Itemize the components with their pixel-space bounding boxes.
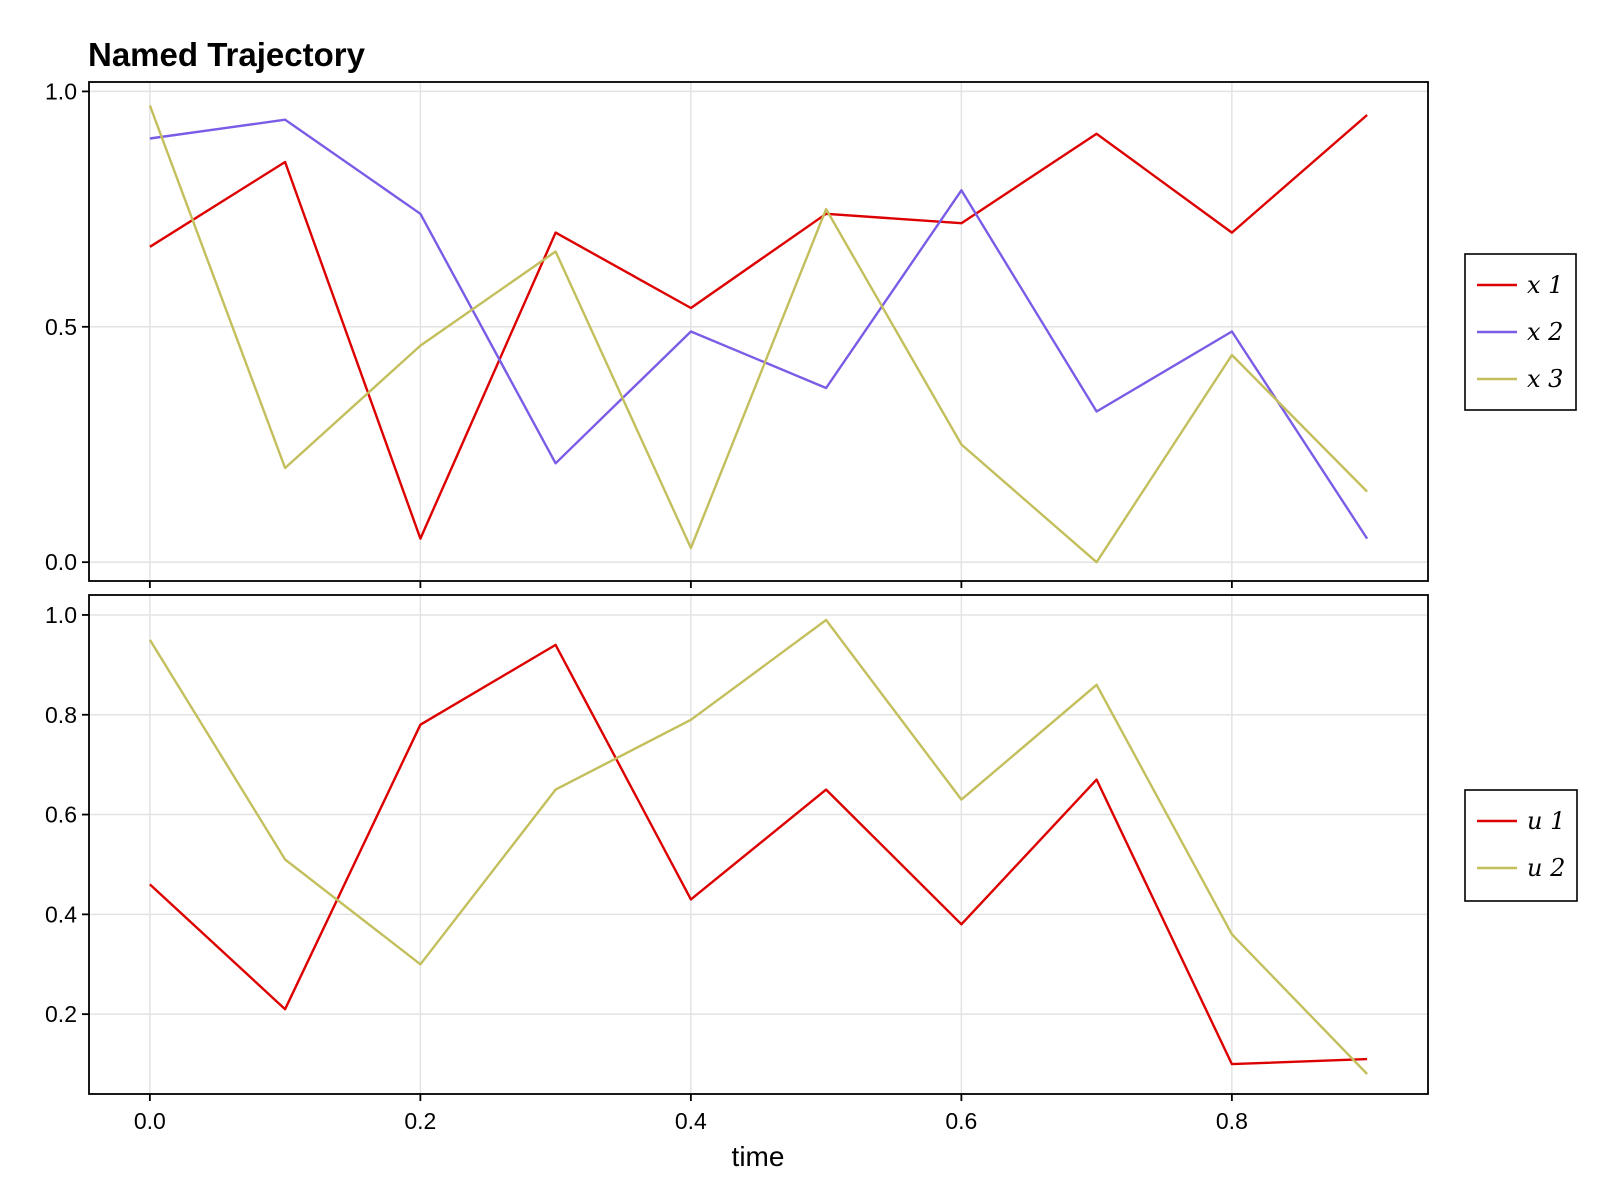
top-panel: 0.0 0.5 1.0 x 1 x 2 x 3 xyxy=(45,78,1577,588)
series-line-x1 xyxy=(149,114,1368,540)
plot-frame xyxy=(88,81,1429,582)
x-tick-label: 0.0 xyxy=(134,1108,166,1134)
x-tick-label: 0.2 xyxy=(404,1108,436,1134)
y-tick-label: 0.0 xyxy=(45,549,77,575)
y-tick-label: 0.2 xyxy=(45,1001,77,1027)
y-tick-label: 0.8 xyxy=(45,702,77,728)
legend-label: u 2 xyxy=(1527,854,1565,882)
legend: x 1 x 2 x 3 xyxy=(1464,253,1577,411)
series-line-x3 xyxy=(148,105,1368,564)
x-tick-label: 0.4 xyxy=(675,1108,707,1134)
legend-label: x 1 xyxy=(1527,271,1563,299)
series-line-x2 xyxy=(149,118,1369,540)
x-tick-label: 0.6 xyxy=(945,1108,977,1134)
legend-label: x 2 xyxy=(1527,318,1563,346)
series-line-u1 xyxy=(149,643,1368,1066)
y-tick-label: 1.0 xyxy=(45,78,77,104)
legend-label: u 1 xyxy=(1527,807,1565,835)
x-tick-label: 0.8 xyxy=(1216,1108,1248,1134)
legend: u 1 u 2 xyxy=(1464,789,1578,902)
x-axis-label: time xyxy=(732,1141,785,1172)
y-tick-label: 1.0 xyxy=(45,602,77,628)
plot-frame xyxy=(88,594,1429,1095)
legend-box xyxy=(1464,789,1578,902)
y-tick-label: 0.4 xyxy=(45,901,77,927)
y-tick-label: 0.5 xyxy=(45,314,77,340)
bottom-panel: 0.2 0.4 0.6 0.8 1.0 0.0 0.2 0.4 0.6 0.8 u 1 u 2 xyxy=(45,594,1578,1134)
y-tick-label: 0.6 xyxy=(45,802,77,828)
chart-title: Named Trajectory xyxy=(88,36,366,73)
series-line-u2 xyxy=(148,618,1368,1075)
legend-label: x 3 xyxy=(1527,365,1563,393)
